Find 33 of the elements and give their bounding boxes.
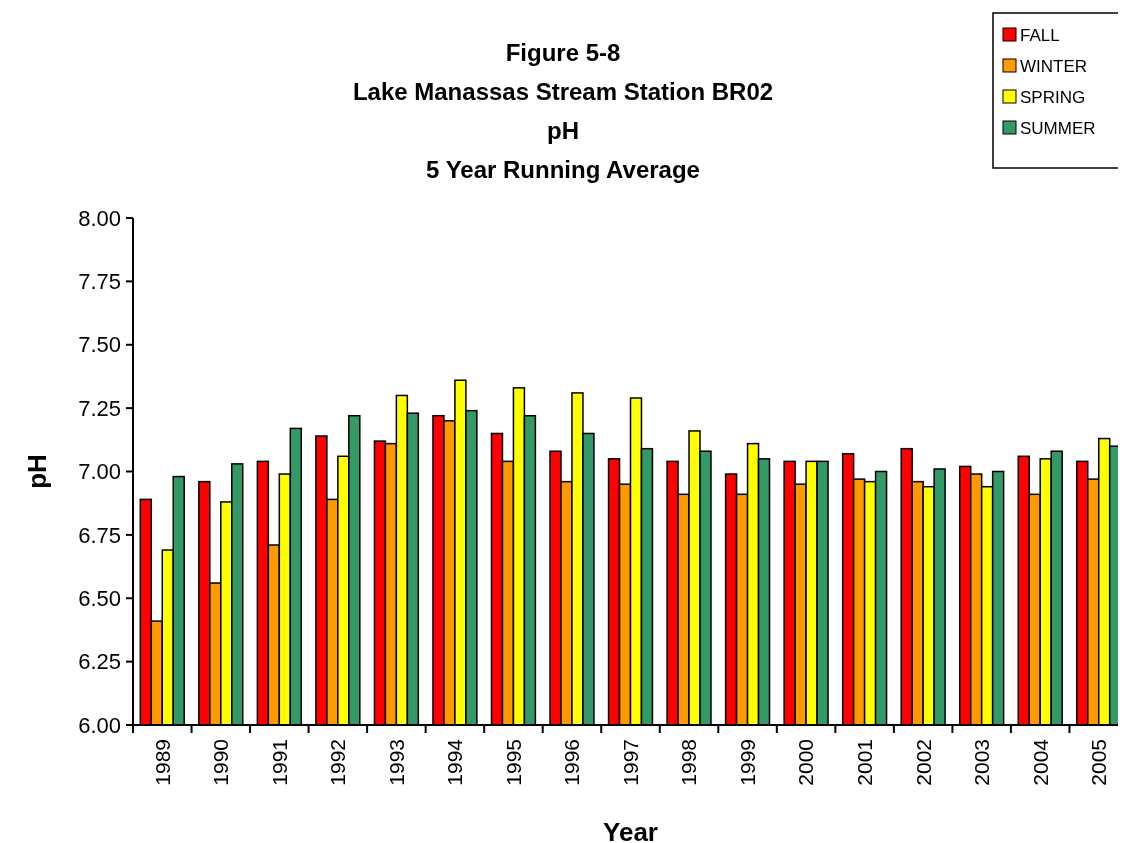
x-tick-label: 1999	[735, 739, 759, 786]
chart-title: Figure 5-8 Lake Manassas Stream Station BR02 pH 5 Year Running Average	[352, 39, 774, 183]
x-axis-title: Year	[603, 817, 658, 843]
y-tick-label: 6.75	[78, 522, 121, 548]
legend-label: FALL	[1020, 25, 1060, 45]
legend-label: SUMMER	[1020, 118, 1096, 138]
y-tick-label: 7.00	[78, 459, 121, 485]
y-tick-label: 7.50	[78, 332, 121, 358]
y-tick-label: 8.00	[78, 205, 121, 231]
y-tick-label: 7.25	[78, 395, 121, 421]
y-tick-label: 7.75	[78, 269, 121, 295]
x-tick-label: 1996	[560, 739, 584, 786]
x-tick-label: 1989	[150, 739, 174, 786]
x-tick-label: 1990	[209, 739, 233, 786]
x-tick-label: 2005	[1087, 739, 1111, 786]
x-tick-label: 2000	[794, 739, 818, 786]
x-tick-label: 1995	[501, 739, 525, 786]
y-tick-label: 6.50	[78, 585, 121, 611]
legend-label: SPRING	[1020, 87, 1086, 107]
x-tick-label: 1998	[677, 739, 701, 786]
x-tick-label: 1997	[618, 739, 642, 786]
x-tick-label: 2001	[852, 739, 876, 786]
x-tick-label: 1991	[267, 739, 291, 786]
y-axis-title: pH	[22, 454, 52, 489]
x-tick-label: 2003	[970, 739, 994, 786]
x-tick-label: 2004	[1028, 738, 1052, 786]
x-tick-label: 2002	[911, 739, 935, 786]
y-tick-label: 6.00	[78, 712, 121, 738]
y-tick-label: 6.25	[78, 649, 121, 675]
x-tick-label: 1993	[384, 739, 408, 786]
x-tick-label: 1994	[443, 738, 467, 786]
legend-label: WINTER	[1020, 56, 1088, 76]
x-tick-label: 1992	[326, 739, 350, 786]
